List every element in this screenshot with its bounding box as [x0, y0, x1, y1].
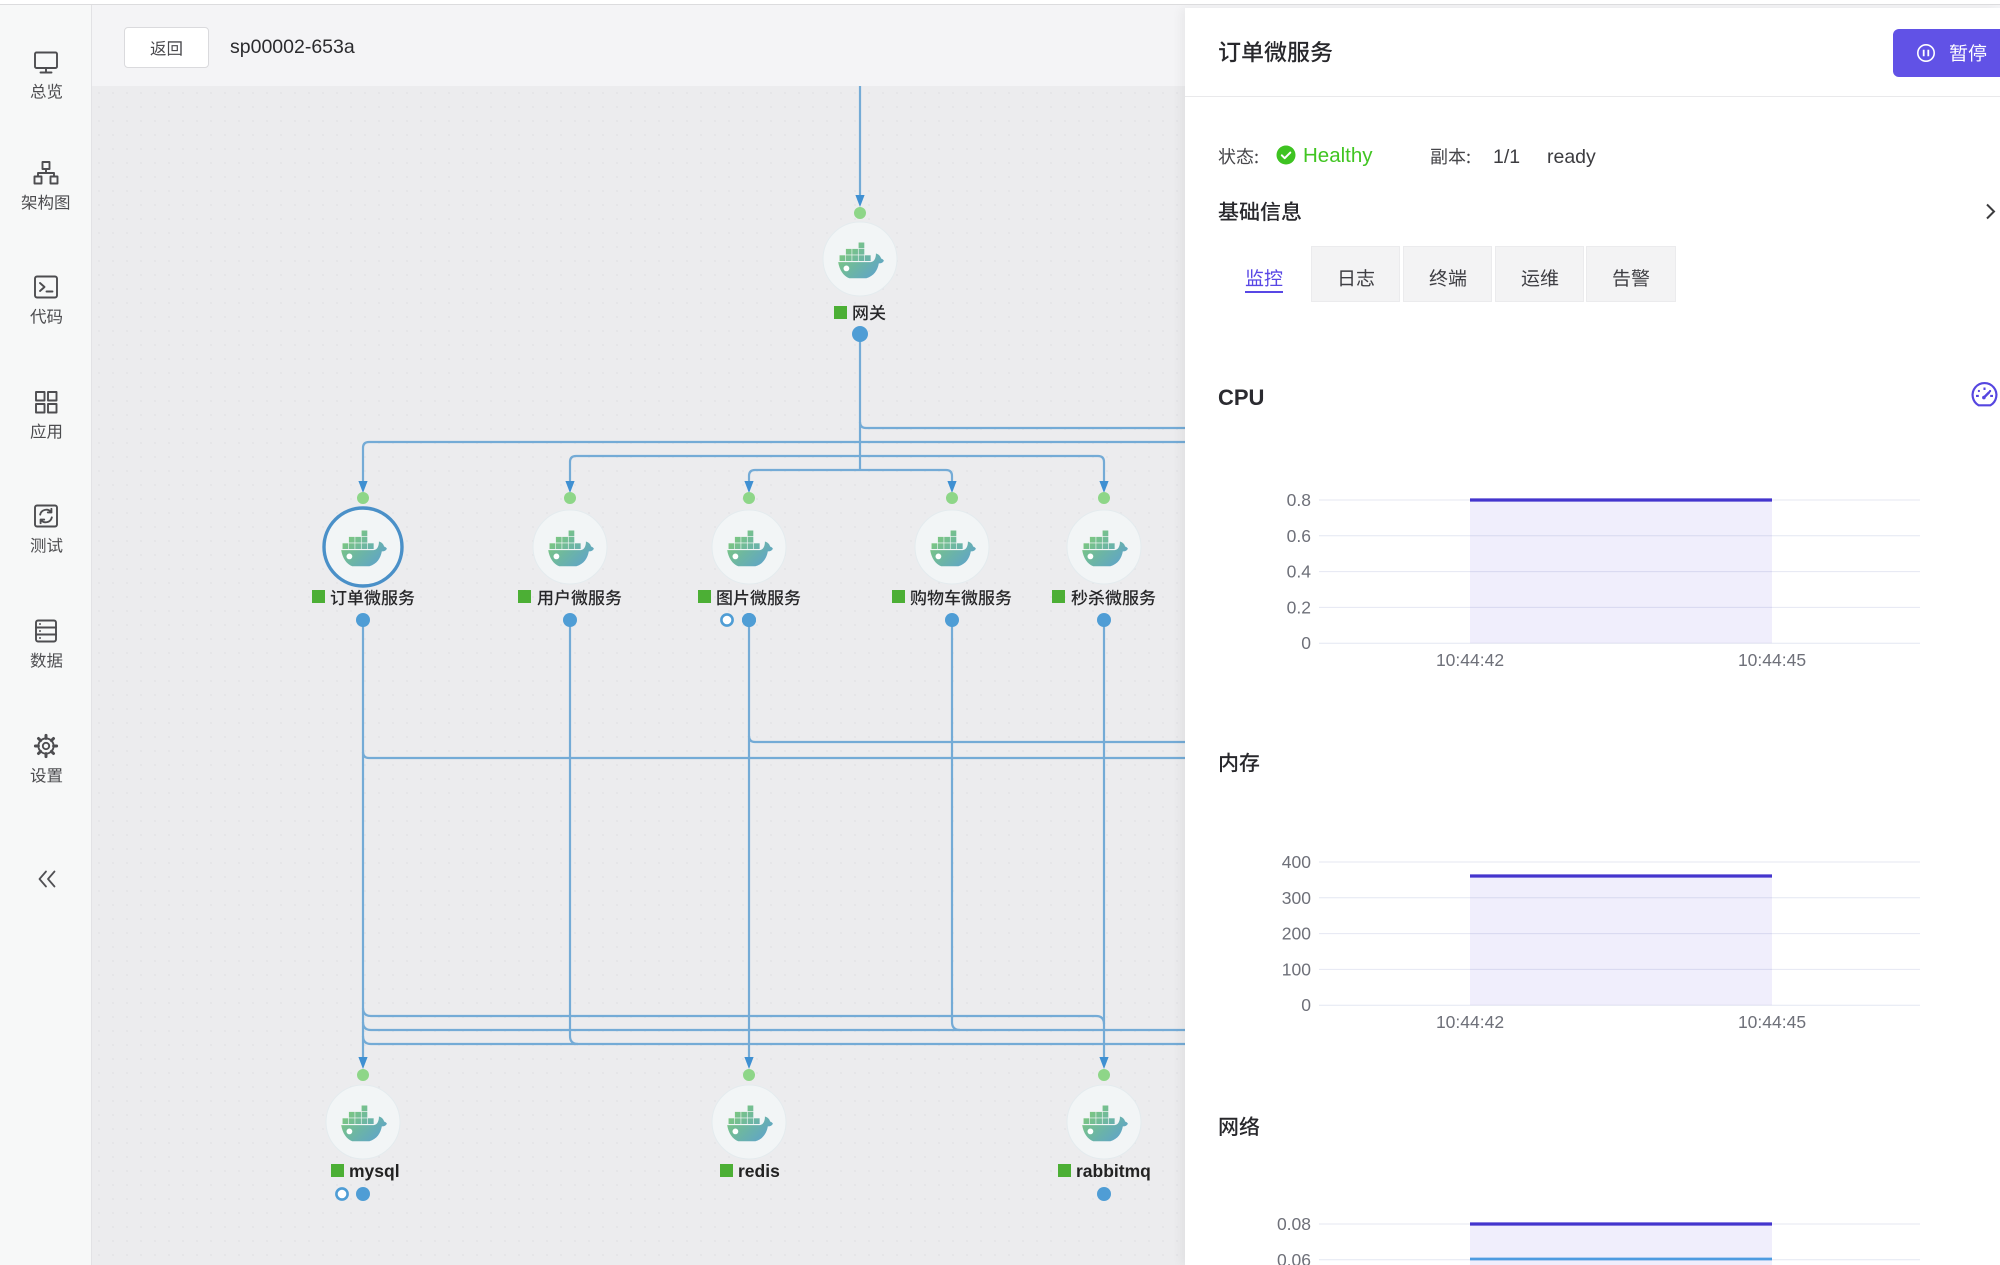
svg-text:300: 300: [1282, 888, 1311, 908]
svg-text:10:44:45: 10:44:45: [1738, 650, 1806, 670]
svg-text:400: 400: [1282, 852, 1311, 872]
svg-text:100: 100: [1282, 959, 1311, 979]
svg-text:0: 0: [1301, 995, 1311, 1015]
svg-text:10:44:42: 10:44:42: [1436, 1012, 1504, 1032]
svg-text:10:44:42: 10:44:42: [1436, 650, 1504, 670]
svg-text:200: 200: [1282, 924, 1311, 944]
svg-text:10:44:45: 10:44:45: [1738, 1012, 1806, 1032]
svg-text:0.2: 0.2: [1287, 597, 1311, 617]
svg-text:0.08: 0.08: [1277, 1214, 1311, 1234]
svg-text:0.4: 0.4: [1287, 562, 1312, 582]
svg-text:0.06: 0.06: [1277, 1250, 1311, 1265]
svg-text:0.8: 0.8: [1287, 490, 1311, 510]
svg-text:0: 0: [1301, 633, 1311, 653]
svg-text:0.6: 0.6: [1287, 526, 1311, 546]
